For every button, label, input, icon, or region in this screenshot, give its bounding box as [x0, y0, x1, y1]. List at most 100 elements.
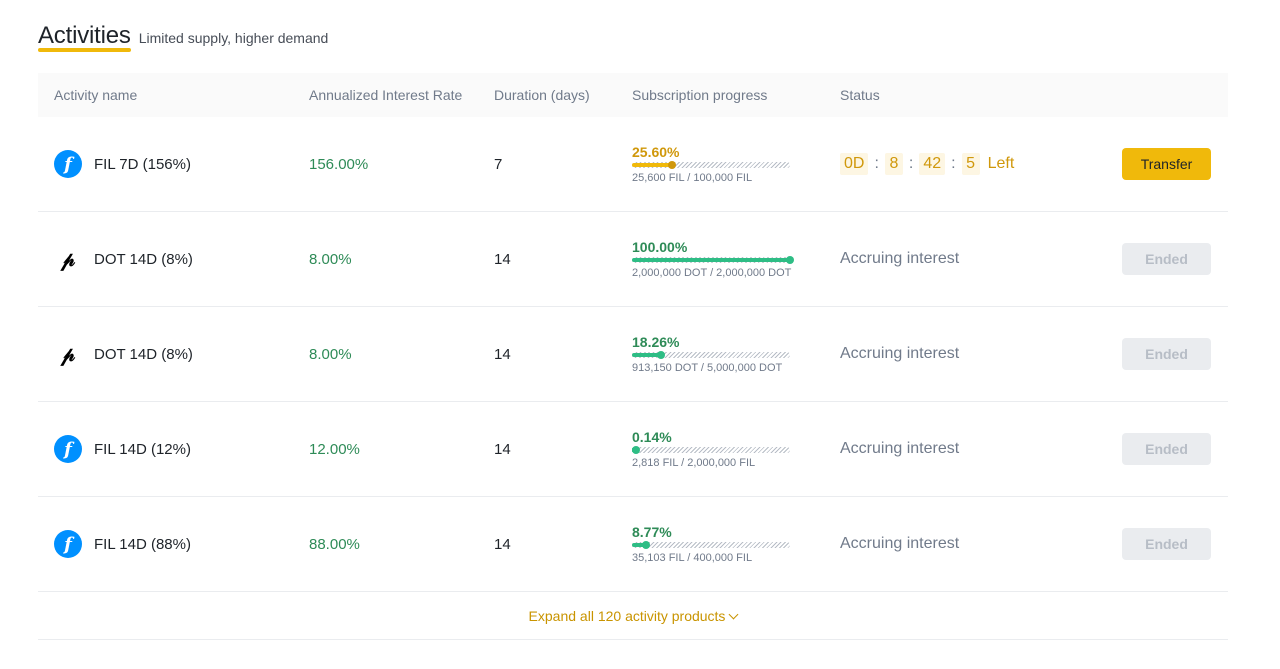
progress-bar-fill [632, 163, 673, 167]
activity-name: DOT 14D (8%) [94, 250, 193, 268]
progress-percent: 8.77% [632, 524, 672, 540]
column-header-progress: Subscription progress [632, 87, 768, 103]
interest-rate: 88.00% [309, 535, 360, 553]
countdown-minutes: 42 [919, 153, 946, 175]
status-cell: Accruing interest [840, 345, 959, 363]
column-header-duration: Duration (days) [494, 87, 590, 103]
filecoin-icon: f [54, 150, 82, 178]
chevron-down-icon [728, 609, 739, 619]
duration-days: 14 [494, 440, 511, 458]
ended-button: Ended [1122, 433, 1211, 465]
table-body: f FIL 7D (156%) 156.00% 7 25.60% 25,600 … [38, 117, 1228, 592]
status-text: Accruing interest [840, 345, 960, 362]
progress-bar [632, 351, 790, 359]
countdown-suffix: Left [987, 155, 1015, 172]
activity-name-cell: f FIL 14D (88%) [54, 530, 191, 558]
section-header: Activities Limited supply, higher demand [38, 22, 328, 52]
duration-days: 14 [494, 535, 511, 553]
ended-button: Ended [1122, 338, 1211, 370]
activity-name-cell: 𝓅 DOT 14D (8%) [54, 340, 193, 368]
column-header-status: Status [840, 87, 880, 103]
duration-days: 14 [494, 345, 511, 363]
ended-button: Ended [1122, 528, 1211, 560]
page-subtitle: Limited supply, higher demand [138, 30, 329, 46]
expand-all-label: Expand all 120 activity products [528, 608, 726, 624]
progress-percent: 25.60% [632, 144, 680, 160]
activity-name-cell: f FIL 14D (12%) [54, 435, 191, 463]
action-cell: Transfer [1122, 148, 1211, 180]
status-text: Accruing interest [840, 440, 960, 457]
progress-bar [632, 446, 790, 454]
progress-percent: 100.00% [632, 239, 688, 255]
progress-bar-fill [632, 543, 646, 547]
page-title: Activities [38, 22, 131, 52]
action-cell: Ended [1122, 433, 1211, 465]
progress-amount: 25,600 FIL / 100,000 FIL [632, 172, 753, 184]
countdown-days: 0D [840, 153, 869, 175]
progress-bar [632, 541, 790, 549]
progress-amount: 2,000,000 DOT / 2,000,000 DOT [632, 267, 792, 279]
table-row: f FIL 14D (88%) 88.00% 14 8.77% 35,103 F… [38, 497, 1228, 592]
progress-bar-fill [632, 353, 661, 357]
polkadot-icon: 𝓅 [60, 342, 76, 366]
status-cell: Accruing interest [840, 440, 959, 458]
action-cell: Ended [1122, 528, 1211, 560]
status-cell: 0D : 8 : 42 : 5 Left [840, 153, 1014, 175]
ended-button: Ended [1122, 243, 1211, 275]
interest-rate: 12.00% [309, 440, 360, 458]
countdown-hours: 8 [884, 153, 903, 175]
countdown-seconds: 5 [961, 153, 980, 175]
activity-name-cell: f FIL 7D (156%) [54, 150, 191, 178]
progress-bar-knob [641, 541, 650, 549]
interest-rate: 8.00% [309, 250, 352, 268]
progress-bar-knob [668, 161, 677, 169]
subscription-progress: 100.00% 2,000,000 DOT / 2,000,000 DOT [632, 239, 802, 279]
status-text: Accruing interest [840, 250, 960, 267]
countdown-separator: : [908, 155, 914, 172]
table-row: f FIL 7D (156%) 156.00% 7 25.60% 25,600 … [38, 117, 1228, 212]
activity-name: DOT 14D (8%) [94, 345, 193, 363]
filecoin-icon: f [54, 530, 82, 558]
status-text: Accruing interest [840, 535, 960, 552]
subscription-progress: 8.77% 35,103 FIL / 400,000 FIL [632, 524, 802, 564]
progress-bar [632, 256, 794, 264]
table-row: f FIL 14D (12%) 12.00% 14 0.14% 2,818 FI… [38, 402, 1228, 497]
progress-bar-knob [656, 351, 665, 359]
duration-days: 7 [494, 155, 503, 173]
activity-name: FIL 14D (12%) [94, 440, 191, 458]
countdown-separator: : [874, 155, 879, 172]
activity-name-cell: 𝓅 DOT 14D (8%) [54, 245, 193, 273]
progress-bar [632, 161, 790, 169]
activity-name: FIL 7D (156%) [94, 155, 191, 173]
table-row: 𝓅 DOT 14D (8%) 8.00% 14 100.00% 2,000,00… [38, 212, 1228, 307]
table-row: 𝓅 DOT 14D (8%) 8.00% 14 18.26% 913,150 D… [38, 307, 1228, 402]
table-header: Activity name Annualized Interest Rate D… [38, 73, 1228, 117]
progress-bar-fill [632, 258, 790, 262]
column-header-interest-rate: Annualized Interest Rate [309, 87, 463, 103]
status-cell: Accruing interest [840, 535, 959, 553]
progress-amount: 35,103 FIL / 400,000 FIL [632, 552, 753, 564]
activities-table: Activity name Annualized Interest Rate D… [38, 73, 1228, 592]
countdown-separator: : [951, 155, 956, 172]
subscription-progress: 25.60% 25,600 FIL / 100,000 FIL [632, 144, 802, 184]
subscription-progress: 18.26% 913,150 DOT / 5,000,000 DOT [632, 334, 802, 374]
column-header-activity-name: Activity name [54, 87, 138, 103]
interest-rate: 156.00% [309, 155, 369, 173]
polkadot-icon: 𝓅 [60, 247, 76, 271]
progress-amount: 913,150 DOT / 5,000,000 DOT [632, 362, 783, 374]
progress-bar-knob [632, 446, 640, 454]
action-cell: Ended [1122, 338, 1211, 370]
progress-amount: 2,818 FIL / 2,000,000 FIL [632, 457, 756, 469]
status-cell: Accruing interest [840, 250, 959, 268]
expand-all-link[interactable]: Expand all 120 activity products [38, 593, 1228, 640]
filecoin-icon: f [54, 435, 82, 463]
progress-bar-knob [786, 256, 794, 264]
duration-days: 14 [494, 250, 511, 268]
transfer-button[interactable]: Transfer [1122, 148, 1211, 180]
action-cell: Ended [1122, 243, 1211, 275]
progress-percent: 18.26% [632, 334, 680, 350]
activity-name: FIL 14D (88%) [94, 535, 191, 553]
subscription-progress: 0.14% 2,818 FIL / 2,000,000 FIL [632, 429, 802, 469]
interest-rate: 8.00% [309, 345, 352, 363]
progress-percent: 0.14% [632, 429, 672, 445]
